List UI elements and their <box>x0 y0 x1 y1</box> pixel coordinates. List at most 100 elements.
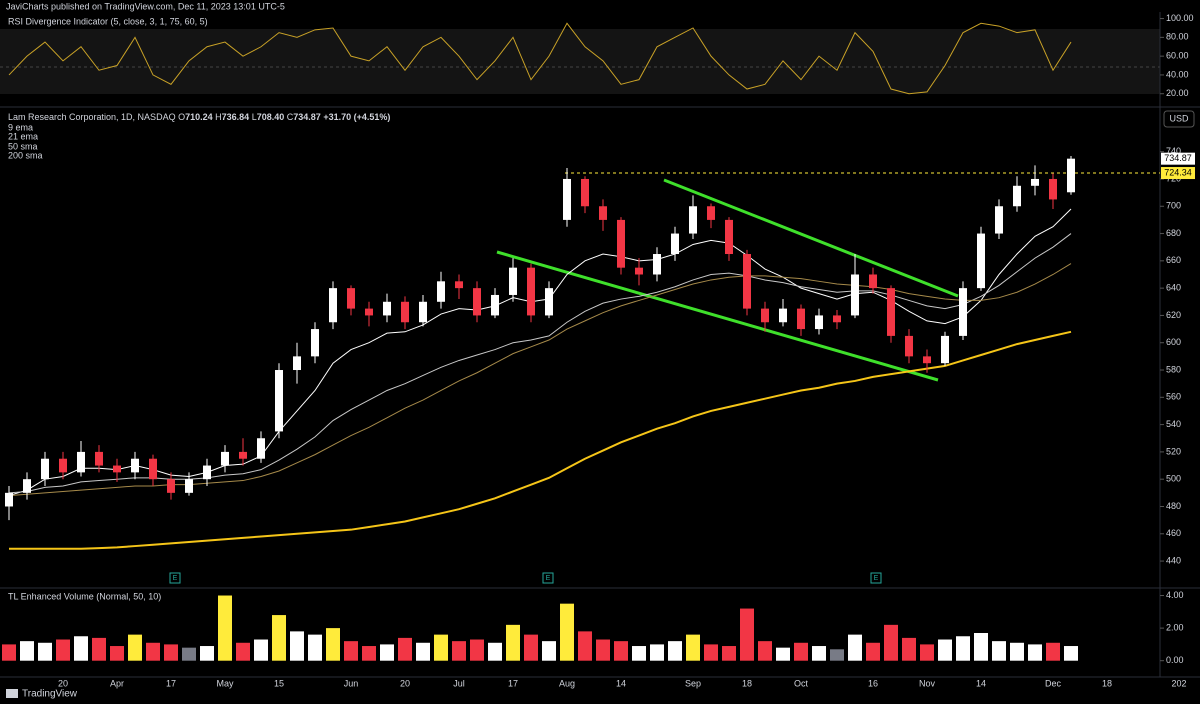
volume-bar <box>974 633 988 661</box>
legend-value: 736.84 <box>222 112 250 122</box>
volume-bar <box>506 624 520 661</box>
currency-button[interactable] <box>1163 110 1195 128</box>
y-tick-label: 60.00 <box>1166 51 1189 61</box>
volume-bar <box>56 639 70 661</box>
candle-body <box>419 301 427 323</box>
volume-bar <box>830 649 844 661</box>
brand-logo <box>6 689 18 698</box>
x-tick-label: 202 <box>1171 678 1186 688</box>
candle-body <box>635 267 643 275</box>
candle-body <box>1031 178 1039 186</box>
candle-body <box>833 315 841 323</box>
candle-body <box>347 288 355 309</box>
y-tick-label: 580 <box>1166 364 1181 374</box>
volume-bar <box>1028 644 1042 661</box>
x-tick-label: 18 <box>1102 678 1112 688</box>
moving-average <box>9 330 1072 550</box>
volume-bar <box>956 636 970 661</box>
volume-bar <box>74 636 88 661</box>
candle-body <box>527 267 535 316</box>
x-tick-label: Jul <box>453 678 465 688</box>
candle-body <box>689 206 697 234</box>
volume-bar <box>362 646 376 661</box>
candle-body <box>797 308 805 330</box>
candle-body <box>815 315 823 330</box>
volume-bar <box>254 639 268 661</box>
candle-body <box>545 288 553 316</box>
volume-bar <box>344 641 358 661</box>
volume-bar <box>488 642 502 661</box>
moving-average <box>8 263 1072 497</box>
x-tick-label: May <box>216 678 234 688</box>
volume-bar <box>398 637 412 661</box>
volume-bar <box>542 641 556 661</box>
y-tick-label: 560 <box>1166 392 1181 402</box>
volume-bar <box>704 644 718 661</box>
candle-body <box>401 301 409 323</box>
candle-body <box>455 281 463 289</box>
earnings-box <box>870 572 882 584</box>
volume-bar <box>902 637 916 661</box>
candle-body <box>905 335 913 357</box>
x-tick-label: 14 <box>616 678 626 688</box>
x-tick-label: Nov <box>919 678 936 688</box>
candle-body <box>491 294 499 316</box>
x-tick-label: Apr <box>110 678 124 688</box>
y-tick-label: 2.00 <box>1166 622 1184 632</box>
x-tick-label: 17 <box>508 678 518 688</box>
y-tick-label: 40.00 <box>1166 69 1189 79</box>
volume-bar <box>110 646 124 661</box>
candle-body <box>509 267 517 295</box>
candle-body <box>959 288 967 336</box>
x-tick-label: 17 <box>166 678 176 688</box>
candle-body <box>995 206 1003 234</box>
candle-body <box>23 479 31 493</box>
y-tick-label: 700 <box>1166 201 1181 211</box>
volume-bar <box>560 603 574 661</box>
ma-label: 50 sma <box>8 141 38 151</box>
volume-bar <box>848 634 862 661</box>
y-tick-label: 480 <box>1166 501 1181 511</box>
volume-bar <box>938 639 952 661</box>
candle-body <box>1049 178 1057 200</box>
candle-body <box>977 233 985 289</box>
candle-body <box>293 356 301 371</box>
volume-bar <box>2 644 16 661</box>
volume-bar <box>1046 642 1060 661</box>
candle-body <box>761 308 769 323</box>
ma-label: 9 ema <box>8 122 33 132</box>
earnings-text: E <box>173 575 178 582</box>
volume-bar <box>596 639 610 661</box>
candle-body <box>149 458 157 480</box>
candle-body <box>563 178 571 220</box>
volume-bar <box>416 642 430 661</box>
volume-bar <box>272 615 286 661</box>
candle-body <box>329 288 337 323</box>
legend-title: Lam Research Corporation, 1D, NASDAQ <box>8 112 176 122</box>
x-tick-label: 15 <box>274 678 284 688</box>
volume-bar <box>146 642 160 661</box>
candle-body <box>941 335 949 364</box>
volume-bar <box>650 644 664 661</box>
volume-bar <box>200 646 214 661</box>
legend-prefix: H <box>215 112 222 122</box>
level-label: 724.34 <box>1164 167 1192 177</box>
channel-upper <box>663 178 959 298</box>
candle-body <box>581 178 589 207</box>
candle-body <box>113 465 121 473</box>
volume-bar <box>1010 642 1024 661</box>
volume-bar <box>326 628 340 661</box>
volume-bar <box>524 634 538 661</box>
candle-body <box>1067 158 1075 193</box>
volume-title: TL Enhanced Volume (Normal, 50, 10) <box>8 591 161 601</box>
legend-value: 708.40 <box>257 112 285 122</box>
volume-bar <box>812 646 826 661</box>
legend-ohlc: Lam Research Corporation, 1D, NASDAQ O71… <box>8 112 390 122</box>
rsi-line <box>8 22 1072 95</box>
candle-body <box>77 451 85 473</box>
candle-body <box>185 479 193 493</box>
currency-label[interactable]: USD <box>1169 113 1189 123</box>
volume-bar <box>308 634 322 661</box>
volume-bar <box>866 642 880 661</box>
